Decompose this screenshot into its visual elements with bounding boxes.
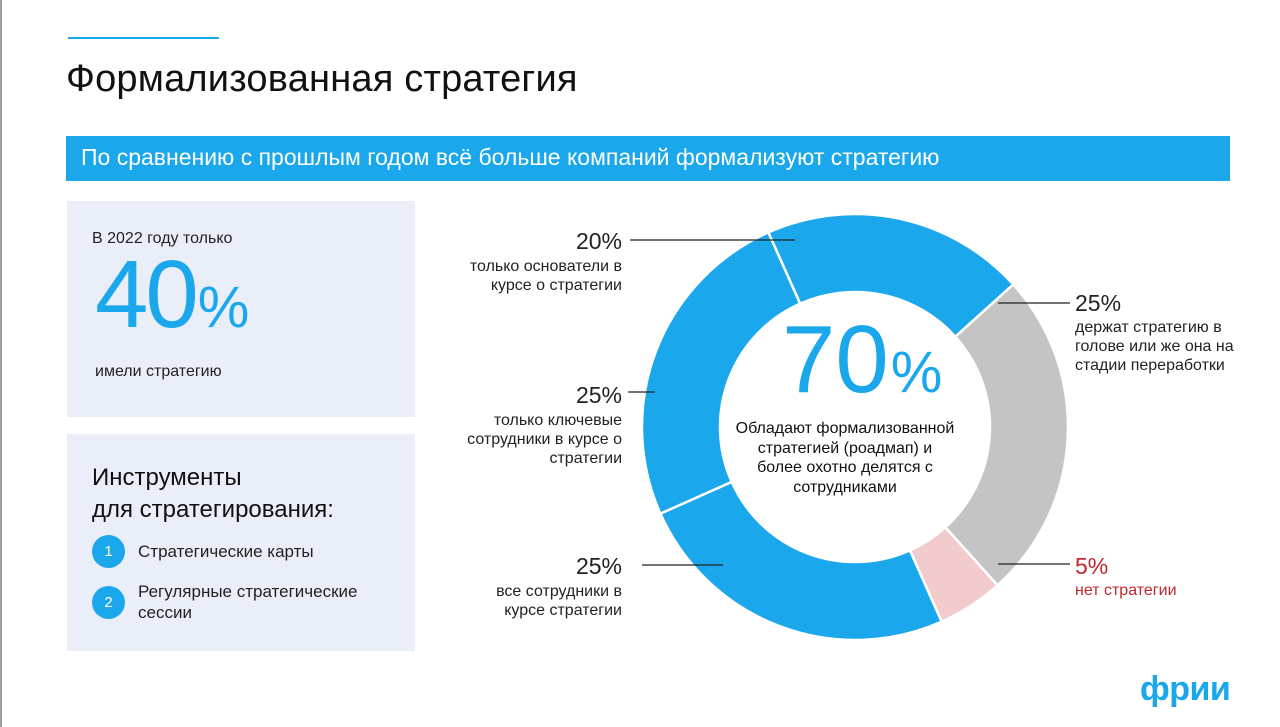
slice-percent-label: 20% xyxy=(575,228,622,254)
donut-slice-3 xyxy=(658,480,944,642)
slice-percent-label: 5% xyxy=(1075,553,1109,579)
center-unit: % xyxy=(890,340,943,405)
stat-number: 40 xyxy=(95,241,199,348)
tool-number-badge: 2 xyxy=(92,585,125,619)
center-value: 70% xyxy=(782,312,942,408)
tools-card: Инструменты для стратегирования: 1 Страт… xyxy=(67,434,415,651)
brand-logo: фрии xyxy=(1140,670,1231,708)
slice-description: держат стратегию в голове или же она на … xyxy=(1075,319,1234,374)
slice-percent-label: 25% xyxy=(575,553,622,579)
stat-prefix: В 2022 году только xyxy=(92,230,233,247)
stat-unit: % xyxy=(197,275,250,340)
left-edge-line xyxy=(0,0,2,727)
tool-number-badge: 1 xyxy=(92,535,125,568)
tools-heading-line2: для стратегирования: xyxy=(92,496,334,523)
tools-heading: Инструменты для стратегирования: xyxy=(92,462,334,526)
donut-slice-0 xyxy=(766,212,1016,339)
donut-slice-1 xyxy=(943,282,1070,588)
center-number: 70 xyxy=(782,306,889,413)
slice-percent-label: 25% xyxy=(575,382,622,408)
tool-item: 1 Стратегические карты xyxy=(92,535,314,568)
headline-banner: По сравнению с прошлым годом всё больше … xyxy=(66,136,1230,181)
slice-description: нет стратегии xyxy=(1075,582,1177,599)
slice-description: только ключевые сотрудники в курсе о стр… xyxy=(467,412,622,467)
slice-percent-label: 25% xyxy=(1075,290,1122,316)
tool-item: 2 Регулярные стратегические сессии xyxy=(92,581,398,623)
tool-label: Стратегические карты xyxy=(138,542,314,561)
slice-description: все сотрудники в курсе стратегии xyxy=(496,583,622,619)
stat-card: В 2022 году только 40% имели стратегию xyxy=(67,201,415,417)
stat-value: 40% xyxy=(95,247,249,343)
center-description: Обладают формализованной стратегией (роа… xyxy=(735,420,955,496)
slice-description: только основатели в курсе о стратегии xyxy=(469,258,622,294)
title-accent-line xyxy=(68,37,219,39)
donut-slice-4 xyxy=(640,230,802,516)
tools-heading-line1: Инструменты xyxy=(92,464,242,491)
stat-suffix: имели стратегию xyxy=(95,363,222,380)
page-title: Формализованная стратегия xyxy=(66,58,578,100)
tool-label: Регулярные стратегические сессии xyxy=(138,582,358,622)
banner-text: По сравнению с прошлым годом всё больше … xyxy=(81,144,940,170)
